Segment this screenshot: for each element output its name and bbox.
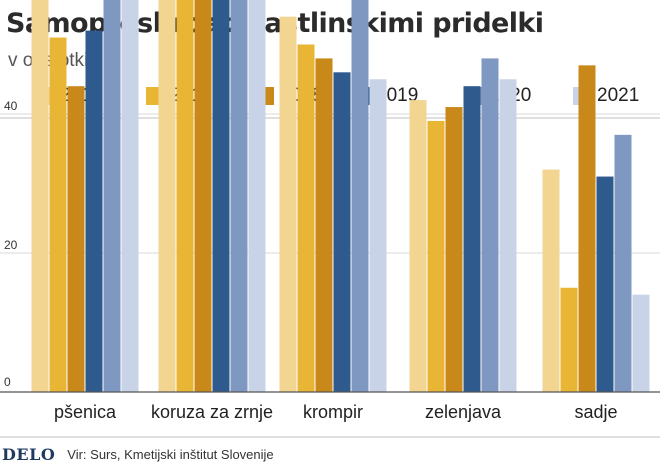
bar bbox=[49, 37, 67, 393]
bar bbox=[499, 79, 517, 392]
bar bbox=[596, 176, 614, 392]
bar bbox=[427, 120, 445, 392]
category-label: krompir bbox=[303, 402, 363, 422]
delo-logo: DELO bbox=[2, 444, 56, 464]
legend-label: 2019 bbox=[376, 85, 419, 106]
category-label: pšenica bbox=[54, 402, 117, 422]
bar bbox=[632, 294, 650, 392]
bar bbox=[351, 0, 369, 392]
bar bbox=[31, 0, 49, 392]
bar bbox=[315, 58, 333, 393]
y-tick-label: 40 bbox=[4, 99, 18, 113]
bar bbox=[158, 0, 176, 393]
bar bbox=[85, 30, 103, 392]
bar bbox=[560, 287, 578, 392]
bar bbox=[103, 0, 121, 393]
bar bbox=[445, 107, 463, 393]
category-label: zelenjava bbox=[425, 402, 502, 422]
bar bbox=[409, 100, 427, 392]
footer: DELO Vir: Surs, Kmetijski inštitut Slove… bbox=[0, 442, 274, 466]
category-label: koruza za zrnje bbox=[151, 402, 273, 422]
category-label: sadje bbox=[574, 402, 617, 422]
y-tick-label: 0 bbox=[4, 375, 11, 389]
bar bbox=[194, 0, 212, 392]
bar bbox=[212, 0, 230, 392]
bar bbox=[481, 58, 499, 393]
bar bbox=[614, 134, 632, 392]
bar bbox=[248, 0, 266, 392]
bar bbox=[578, 65, 596, 392]
bar bbox=[121, 0, 139, 392]
bar bbox=[542, 169, 560, 392]
bar bbox=[369, 79, 387, 392]
bar bbox=[67, 86, 85, 392]
bar bbox=[333, 72, 351, 393]
bar bbox=[297, 44, 315, 392]
bar bbox=[463, 86, 481, 392]
bar bbox=[176, 0, 194, 392]
source-note: Vir: Surs, Kmetijski inštitut Slovenije bbox=[67, 446, 274, 462]
bar bbox=[230, 0, 248, 392]
legend-label: 2021 bbox=[597, 85, 640, 106]
bar bbox=[279, 16, 297, 392]
y-tick-label: 20 bbox=[4, 238, 18, 252]
